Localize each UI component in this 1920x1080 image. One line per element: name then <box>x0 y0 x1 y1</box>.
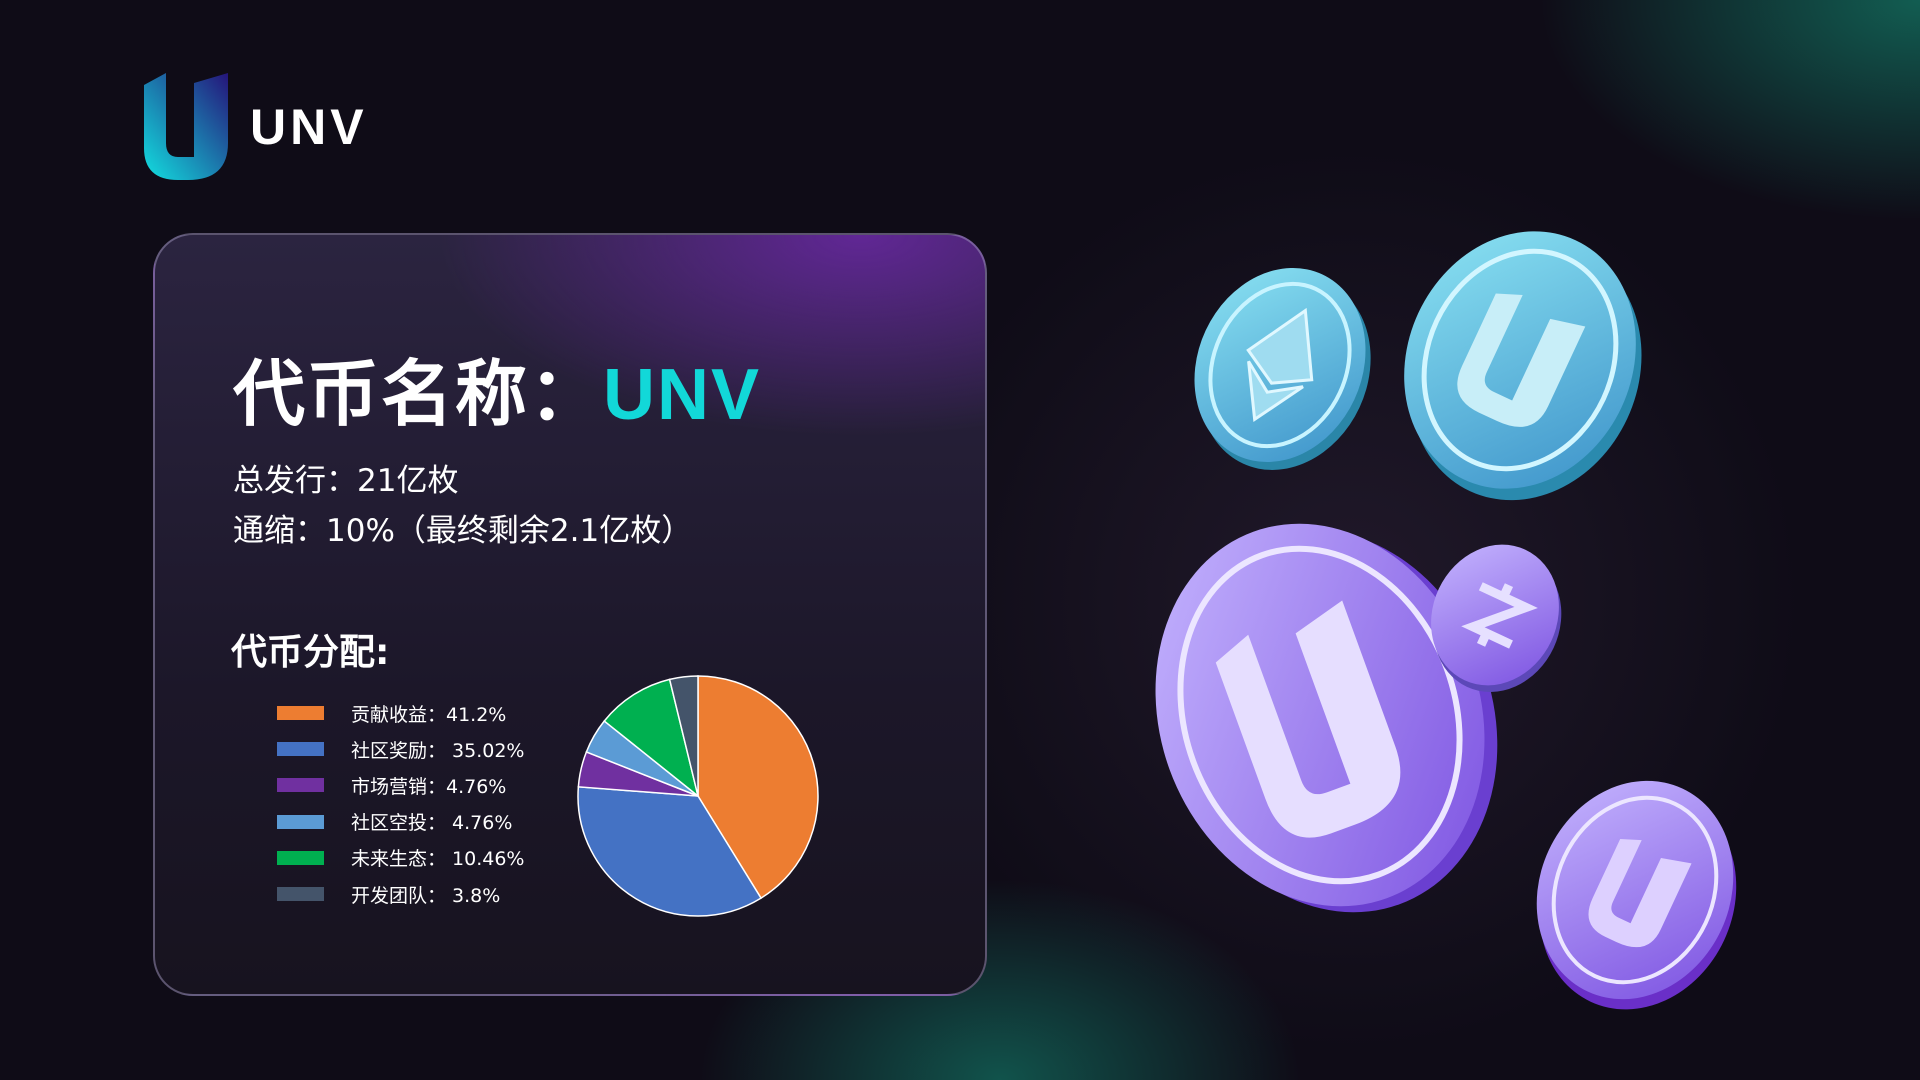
brand-name: UNV <box>250 98 368 155</box>
legend-label: 社区空投： 4.76% <box>351 812 513 835</box>
legend-label: 未来生态： 10.46% <box>351 848 525 871</box>
legend-label: 市场营销：4.76% <box>351 775 507 798</box>
ethereum-coin <box>1194 267 1371 470</box>
legend-item: 开发团队： 3.8% <box>277 876 525 912</box>
unv-u-icon <box>1215 600 1401 838</box>
deflation-info: 通缩：10%（最终剩余2.1亿枚） <box>233 513 693 549</box>
pie-legend: 贡献收益：41.2% 社区奖励： 35.02% 市场营销：4.76% 社区空投： 4.… <box>277 695 525 912</box>
legend-label: 开发团队： 3.8% <box>351 884 501 907</box>
pie-slice-1 <box>697 675 819 900</box>
legend-item: 社区奖励： 35.02% <box>277 731 525 767</box>
unv-u-icon <box>1588 838 1692 948</box>
legend-swatch <box>277 850 324 865</box>
token-name-label: 代币名称： <box>233 352 604 436</box>
distribution-pie-chart <box>577 675 819 917</box>
legend-swatch <box>277 742 324 757</box>
coins-illustration <box>1155 231 1737 1010</box>
unv-coin-purple-large <box>1155 523 1498 913</box>
total-supply: 总发行：21亿枚 <box>233 463 459 499</box>
legend-item: 市场营销：4.76% <box>277 767 525 803</box>
pie-slice-6 <box>668 675 699 797</box>
background-glow <box>1500 0 1920 240</box>
pie-slice-2 <box>577 786 763 917</box>
unv-logo-icon <box>144 73 228 180</box>
legend-label: 贡献收益：41.2% <box>351 703 507 726</box>
zcash-coin <box>1431 544 1562 692</box>
token-name-value: UNV <box>603 355 762 435</box>
token-info-card: 代币名称：UNV 总发行：21亿枚 通缩：10%（最终剩余2.1亿枚） 代币分配… <box>153 233 987 996</box>
unv-u-icon <box>1457 293 1586 427</box>
legend-item: 未来生态： 10.46% <box>277 840 525 876</box>
legend-swatch <box>277 706 324 721</box>
legend-swatch <box>277 778 324 793</box>
legend-swatch <box>277 814 324 829</box>
token-name-title: 代币名称：UNV <box>233 335 761 440</box>
unv-coin-purple-small <box>1536 780 1737 1010</box>
distribution-heading: 代币分配: <box>231 632 390 673</box>
legend-item: 贡献收益：41.2% <box>277 695 525 731</box>
legend-item: 社区空投： 4.76% <box>277 804 525 840</box>
unv-coin-blue <box>1404 231 1642 501</box>
legend-swatch <box>277 887 324 902</box>
brand-logo: UNV <box>144 73 368 180</box>
zcash-icon <box>1461 582 1538 649</box>
pie-slice-5 <box>603 678 700 798</box>
legend-label: 社区奖励： 35.02% <box>351 739 525 762</box>
ethereum-icon <box>1246 307 1314 423</box>
